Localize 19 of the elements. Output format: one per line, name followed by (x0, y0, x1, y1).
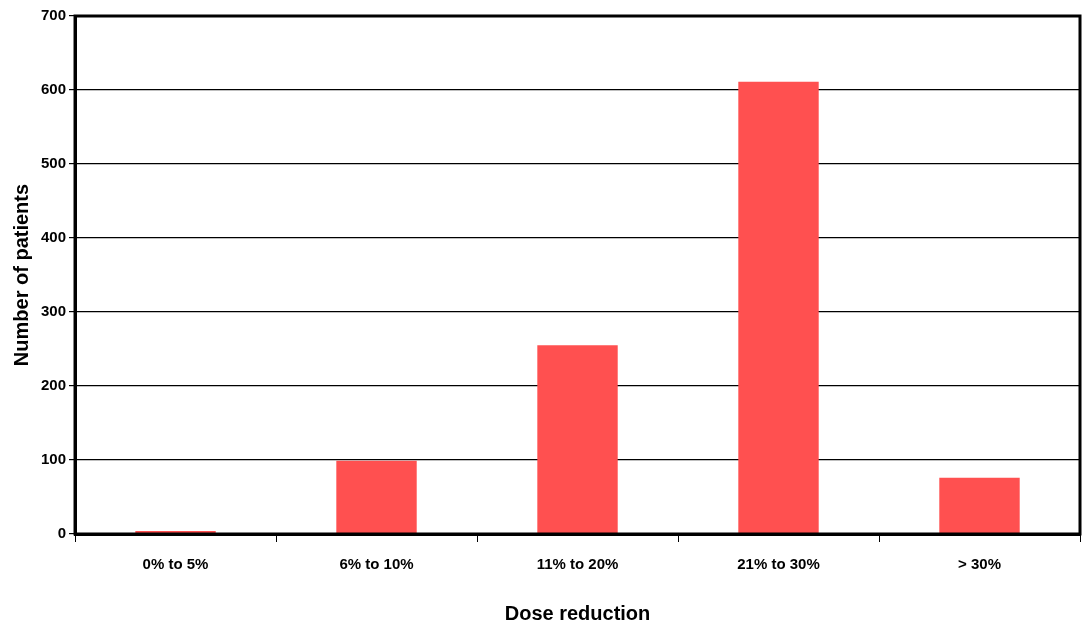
x-tick-label: 6% to 10% (339, 555, 414, 573)
x-axis-title: Dose reduction (504, 601, 651, 624)
bar (738, 81, 819, 534)
x-tick-label: > 30% (958, 555, 1001, 573)
bar (336, 460, 417, 534)
x-tick-label: 11% to 20% (536, 555, 619, 573)
y-tick-label: 300 (41, 302, 67, 320)
x-tick-label: 0% to 5% (142, 555, 209, 573)
y-tick-label: 700 (41, 6, 67, 24)
y-tick-label: 0 (57, 524, 67, 542)
y-tick-label: 500 (41, 154, 67, 172)
y-tick-label: 100 (41, 450, 67, 468)
y-axis-title: Number of patients (9, 183, 32, 367)
bar (537, 345, 618, 534)
bar (939, 477, 1020, 534)
y-tick-label: 200 (41, 376, 67, 394)
y-tick-label: 400 (41, 228, 67, 246)
x-tick-label: 21% to 30% (737, 555, 820, 573)
y-tick-label: 600 (41, 80, 67, 98)
